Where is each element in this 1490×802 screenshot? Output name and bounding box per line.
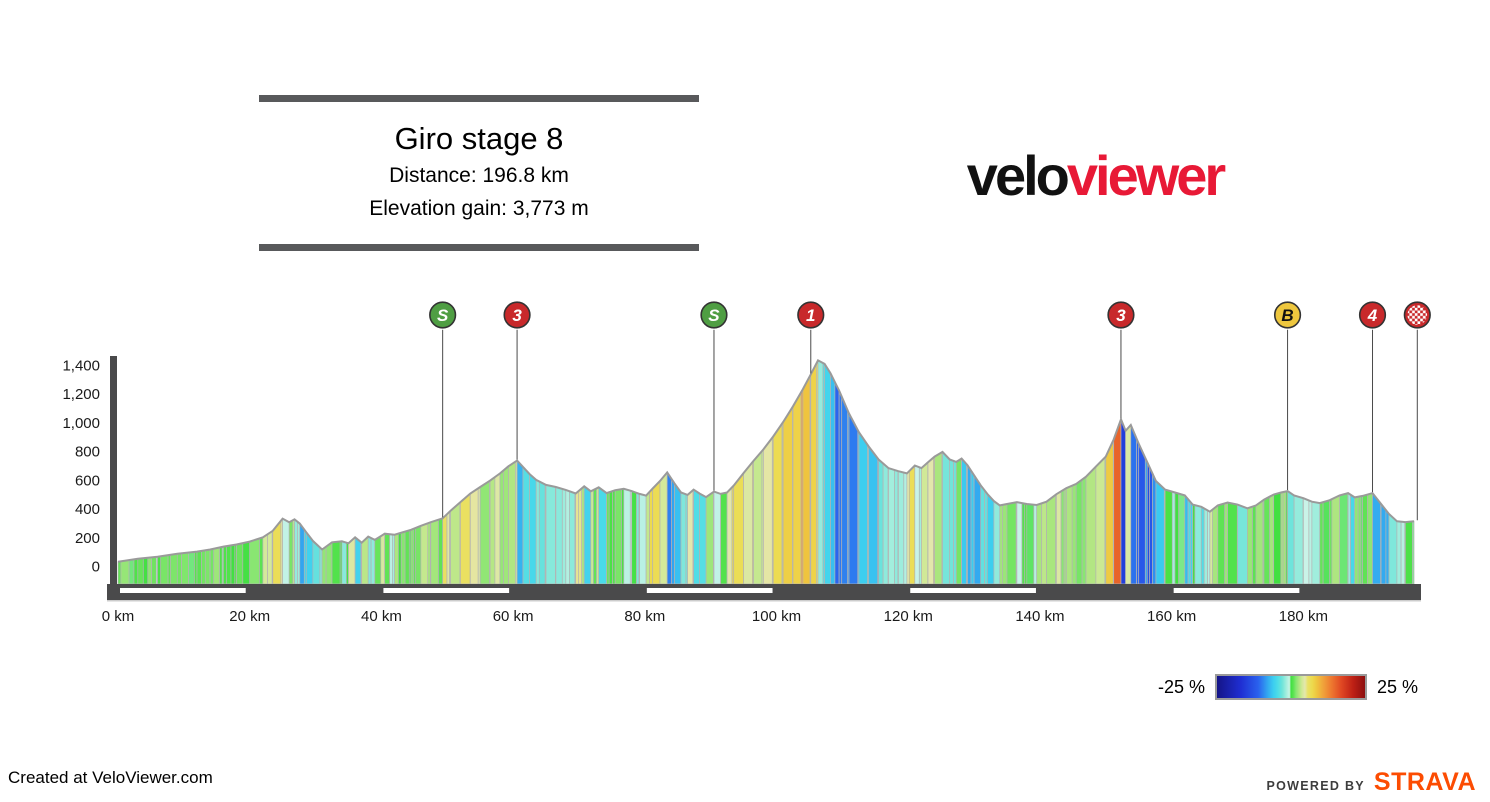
powered-by-label: POWERED BY [1266, 779, 1365, 793]
legend-max-label: 25 % [1377, 676, 1419, 697]
marker-label: 4 [1367, 306, 1378, 325]
marker-sprint: S [429, 301, 457, 518]
marker-circle [700, 301, 728, 329]
marker-cat1-climb: 1 [797, 301, 825, 374]
scalebar-white-segment [1173, 588, 1300, 593]
legend-min-label: -25 % [1158, 676, 1206, 697]
strava-logo: STRAVA [1373, 768, 1476, 796]
marker-sprint: S [700, 301, 728, 491]
x-tick-label: 60 km [493, 608, 534, 625]
powered-by-strava: POWERED BY STRAVA [1266, 768, 1476, 797]
y-tick-label: 800 [75, 444, 100, 461]
marker-label: B [1281, 306, 1293, 325]
gradient-legend: -25 % 25 % [1158, 674, 1418, 700]
y-tick-label: 200 [75, 530, 100, 547]
marker-label: S [437, 306, 449, 325]
x-tick-label: 20 km [229, 608, 270, 625]
stage-elevation-gain: Elevation gain: 3,773 m [369, 197, 589, 221]
y-tick-label: 400 [75, 501, 100, 518]
marker-bonus-sprint: B [1273, 301, 1302, 491]
y-tick-label: 1,000 [62, 415, 100, 432]
marker-circle [1107, 301, 1135, 329]
marker-finish [1403, 301, 1431, 521]
marker-label: S [708, 306, 720, 325]
profile-outline [117, 359, 1415, 563]
veloviewer-logo: veloviewer [930, 148, 1260, 204]
created-at-text: Created at VeloViewer.com [8, 768, 213, 787]
title-card-bottom-rule [259, 243, 699, 251]
title-card: Giro stage 8 Distance: 196.8 km Elevatio… [259, 95, 699, 251]
x-tick-label: 40 km [361, 608, 402, 625]
x-tick-label: 140 km [1015, 608, 1064, 625]
marker-circle [1358, 301, 1387, 329]
marker-circle [797, 301, 825, 329]
x-tick-label: 0 km [102, 608, 135, 625]
y-tick-label: 1,200 [62, 386, 100, 403]
marker-label: 3 [512, 306, 522, 325]
scalebar-white-segment [120, 588, 246, 593]
marker-circle [503, 301, 531, 329]
y-tick-label: 600 [75, 472, 100, 489]
y-tick-label: 1,400 [62, 358, 100, 375]
y-axis-bar [110, 356, 117, 600]
tick-labels: 0 200 400 600 800 1,000 1,200 1,400 0 km 20 km 40 … [62, 358, 1328, 626]
veloviewer-logo-viewer: viewer [1066, 144, 1226, 207]
stage-distance: Distance: 196.8 km [389, 164, 569, 188]
x-tick-label: 80 km [624, 608, 665, 625]
gradient-bars [117, 359, 1415, 585]
scalebar-white-segment [646, 588, 773, 593]
legend-gradient-bar [1215, 674, 1368, 700]
x-tick-label: 160 km [1147, 608, 1196, 625]
marker-cat3-climb: 3 [503, 301, 531, 460]
y-tick-label: 0 [92, 559, 100, 576]
axes [107, 356, 1421, 602]
finish-checker [1407, 305, 1428, 325]
marker-cat4-climb: 4 [1358, 301, 1387, 493]
marker-cat3-climb: 3 [1107, 301, 1135, 419]
scalebar-white-segment [383, 588, 510, 593]
x-tick-label: 180 km [1279, 608, 1328, 625]
title-card-top-rule [259, 95, 699, 102]
marker-circle [1273, 301, 1302, 329]
marker-label: 1 [806, 306, 815, 325]
marker-label: 3 [1116, 306, 1126, 325]
veloviewer-logo-velo: velo [966, 144, 1070, 207]
x-tick-label: 120 km [884, 608, 933, 625]
stage-title: Giro stage 8 [394, 121, 564, 156]
marker-circle [429, 301, 457, 329]
x-tick-label: 100 km [752, 608, 801, 625]
scalebar-white-segment [910, 588, 1036, 593]
